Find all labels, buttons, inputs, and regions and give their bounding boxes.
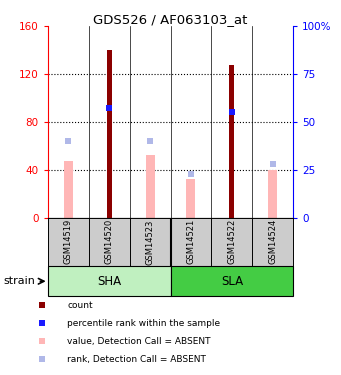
Point xyxy=(229,110,235,116)
Bar xyxy=(64,161,73,218)
Bar xyxy=(187,179,195,218)
Text: rank, Detection Call = ABSENT: rank, Detection Call = ABSENT xyxy=(67,355,206,364)
Point xyxy=(106,105,112,111)
Bar xyxy=(146,155,154,218)
Point xyxy=(40,320,45,326)
Point xyxy=(40,302,45,308)
Text: GSM14522: GSM14522 xyxy=(227,219,236,264)
FancyBboxPatch shape xyxy=(170,266,293,296)
Point xyxy=(147,138,153,144)
Text: value, Detection Call = ABSENT: value, Detection Call = ABSENT xyxy=(67,337,211,346)
Text: SHA: SHA xyxy=(97,275,121,288)
Text: SLA: SLA xyxy=(221,275,243,288)
Bar xyxy=(107,50,112,217)
Point xyxy=(40,338,45,344)
FancyBboxPatch shape xyxy=(48,266,170,296)
Text: GSM14519: GSM14519 xyxy=(64,219,73,264)
Text: GDS526 / AF063103_at: GDS526 / AF063103_at xyxy=(93,13,248,26)
Point xyxy=(270,161,276,167)
Text: GSM14521: GSM14521 xyxy=(187,219,195,264)
Text: percentile rank within the sample: percentile rank within the sample xyxy=(67,319,220,328)
Bar xyxy=(268,170,277,217)
Text: GSM14520: GSM14520 xyxy=(105,219,114,264)
Point xyxy=(188,171,194,177)
Text: GSM14523: GSM14523 xyxy=(146,219,154,265)
Point xyxy=(40,356,45,362)
Text: strain: strain xyxy=(3,276,35,286)
Bar xyxy=(229,64,234,218)
Text: count: count xyxy=(67,301,93,310)
Text: GSM14524: GSM14524 xyxy=(268,219,277,264)
Point xyxy=(65,138,71,144)
